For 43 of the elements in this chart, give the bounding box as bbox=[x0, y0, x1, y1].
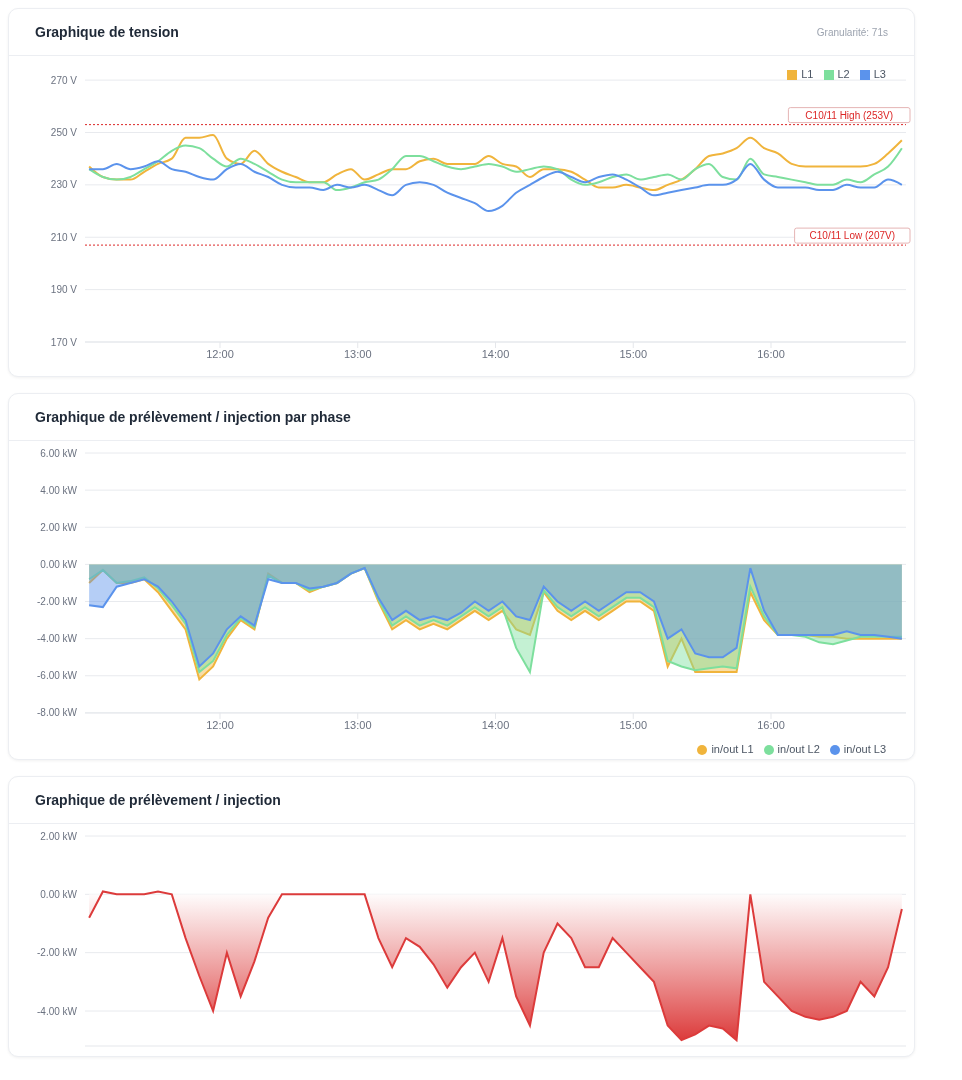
y-tick-label: 250 V bbox=[50, 127, 78, 139]
y-tick-label: 230 V bbox=[50, 179, 78, 191]
text: Granularité: 71s bbox=[816, 26, 888, 38]
y-tick-label: 6.00 kW bbox=[40, 447, 78, 459]
y-tick-label: 0.00 kW bbox=[40, 888, 78, 900]
x-tick-label: 14:00 bbox=[481, 718, 510, 731]
legend-label: in/out L3 bbox=[843, 742, 886, 755]
y-tick-label: 2.00 kW bbox=[40, 521, 78, 533]
y-tick-label: 210 V bbox=[50, 231, 78, 243]
line-series bbox=[88, 134, 903, 192]
ref-line-label: C10/11 High (253V) bbox=[805, 109, 894, 121]
chart-title: Graphique de prélèvement / injection bbox=[35, 792, 281, 808]
x-tick-label: 14:00 bbox=[481, 347, 510, 360]
legend-label: in/out L1 bbox=[711, 742, 754, 755]
y-tick-label: -4.00 kW bbox=[36, 633, 78, 645]
y-tick-label: 4.00 kW bbox=[40, 484, 78, 496]
x-tick-label: 15:00 bbox=[619, 718, 648, 731]
y-tick-label: 270 V bbox=[50, 74, 78, 86]
y-tick-label: -2.00 kW bbox=[36, 596, 78, 608]
legend-label: in/out L2 bbox=[777, 742, 820, 755]
y-tick-label: 2.00 kW bbox=[40, 830, 78, 842]
chart-title: Graphique de tension bbox=[35, 24, 179, 40]
ref-line-label: C10/11 Low (207V) bbox=[809, 230, 896, 242]
line-series bbox=[88, 160, 903, 213]
y-tick-label: -4.00 kW bbox=[36, 1005, 78, 1017]
x-tick-label: 12:00 bbox=[206, 718, 234, 731]
y-tick-label: -2.00 kW bbox=[36, 947, 78, 959]
x-tick-label: 16:00 bbox=[757, 718, 785, 731]
y-tick-label: 170 V bbox=[50, 336, 78, 348]
x-tick-label: 13:00 bbox=[343, 347, 372, 360]
legend-label: L1 bbox=[801, 68, 814, 80]
y-tick-label: -6.00 kW bbox=[36, 670, 78, 682]
x-tick-label: 12:00 bbox=[206, 347, 234, 360]
y-tick-label: 0.00 kW bbox=[40, 558, 78, 570]
x-tick-label: 13:00 bbox=[343, 718, 372, 731]
line-series bbox=[88, 144, 903, 192]
legend-label: L3 bbox=[873, 68, 886, 80]
y-tick-label: 190 V bbox=[50, 284, 78, 296]
y-tick-label: -8.00 kW bbox=[36, 707, 78, 719]
legend-label: L2 bbox=[837, 68, 850, 80]
x-tick-label: 16:00 bbox=[757, 347, 785, 360]
chart-title: Graphique de prélèvement / injection par phase bbox=[35, 409, 351, 425]
x-tick-label: 15:00 bbox=[619, 347, 648, 360]
